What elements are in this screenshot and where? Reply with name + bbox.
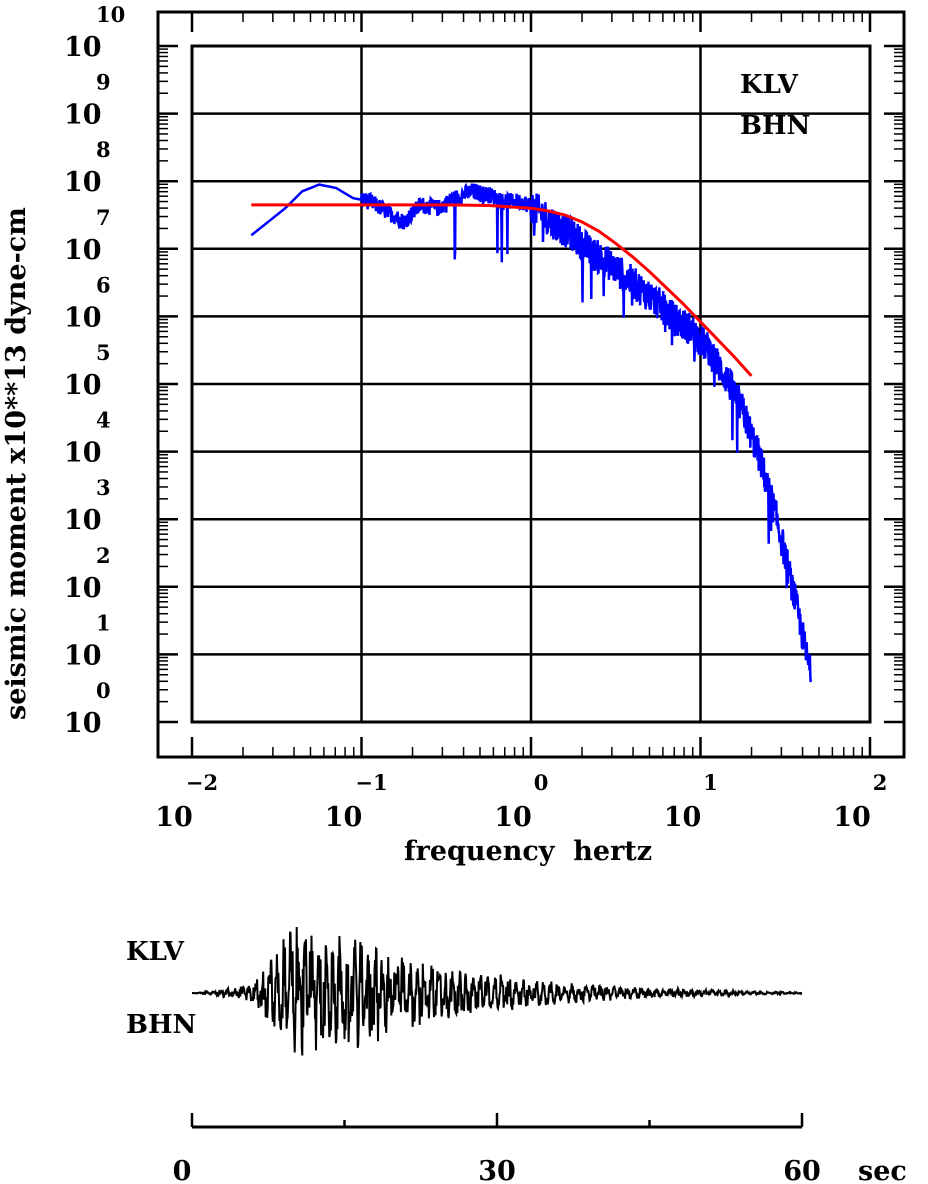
- x-axis-label: frequency hertz: [404, 836, 652, 867]
- fitted-model-line: [251, 203, 753, 377]
- y-tick-label-exponent: 7: [96, 205, 111, 230]
- y-tick-label-base: 10: [64, 708, 102, 739]
- y-tick-label-exponent: 10: [96, 2, 125, 27]
- y-tick-label-exponent: 4: [96, 408, 111, 433]
- time-axis-ticks: [190, 1113, 804, 1127]
- x-tick-label-base: 10: [833, 802, 871, 833]
- spectrum-grid: [192, 46, 870, 722]
- spectrum-station-label: KLV: [740, 70, 799, 100]
- time-tick-label: 30: [478, 1156, 516, 1184]
- y-tick-label-exponent: 5: [96, 340, 111, 365]
- x-axis-ticks: [190, 12, 872, 757]
- y-tick-label-exponent: 8: [96, 137, 111, 162]
- seismogram-station-label: KLV: [126, 937, 185, 967]
- time-tick-label: 0: [173, 1156, 192, 1184]
- time-axis-unit-label: sec: [858, 1156, 907, 1184]
- y-tick-label-exponent: 3: [96, 475, 111, 500]
- y-tick-label-base: 10: [64, 573, 102, 604]
- time-axis-tick-labels: 0 30 60: [173, 1156, 821, 1184]
- y-tick-label-exponent: 1: [96, 610, 111, 635]
- y-tick-label-base: 10: [64, 438, 102, 469]
- seismogram-trace: [192, 926, 803, 1056]
- x-tick-label-exponent: 2: [873, 770, 888, 795]
- x-tick-label-base: 10: [155, 802, 193, 833]
- y-axis-ticks: [158, 44, 904, 724]
- seismogram-channel-label: BHN: [126, 1010, 196, 1040]
- x-tick-label-exponent: −1: [355, 770, 387, 795]
- x-tick-label-exponent: 0: [534, 770, 549, 795]
- x-tick-label-base: 10: [664, 802, 702, 833]
- observed-spectrum-line: [250, 182, 812, 683]
- y-tick-label-base: 10: [64, 167, 102, 198]
- x-tick-label-exponent: 1: [703, 770, 718, 795]
- y-tick-label-exponent: 6: [96, 272, 111, 297]
- y-tick-label-exponent: 2: [96, 543, 111, 568]
- y-tick-label-base: 10: [64, 235, 102, 266]
- y-tick-label-base: 10: [64, 32, 102, 63]
- y-tick-label-base: 10: [64, 640, 102, 671]
- x-tick-label-base: 10: [325, 802, 363, 833]
- x-tick-label-base: 10: [494, 802, 532, 833]
- y-axis-label: seismic moment x10**13 dyne-cm: [1, 207, 32, 720]
- spectrum-channel-label: BHN: [740, 111, 810, 141]
- y-tick-label-exponent: 9: [96, 70, 111, 95]
- y-tick-label-exponent: 0: [96, 678, 111, 703]
- time-tick-label: 60: [783, 1156, 821, 1184]
- x-tick-label-exponent: −2: [186, 770, 218, 795]
- y-tick-label-base: 10: [64, 100, 102, 131]
- y-tick-label-base: 10: [64, 370, 102, 401]
- y-axis-tick-labels: 10 0 10 1 10 2 10 3 10 4 10 5 10 6 10 7 10 8 10 9 10 10: [64, 2, 125, 739]
- y-tick-label-base: 10: [64, 505, 102, 536]
- y-tick-label-base: 10: [64, 302, 102, 333]
